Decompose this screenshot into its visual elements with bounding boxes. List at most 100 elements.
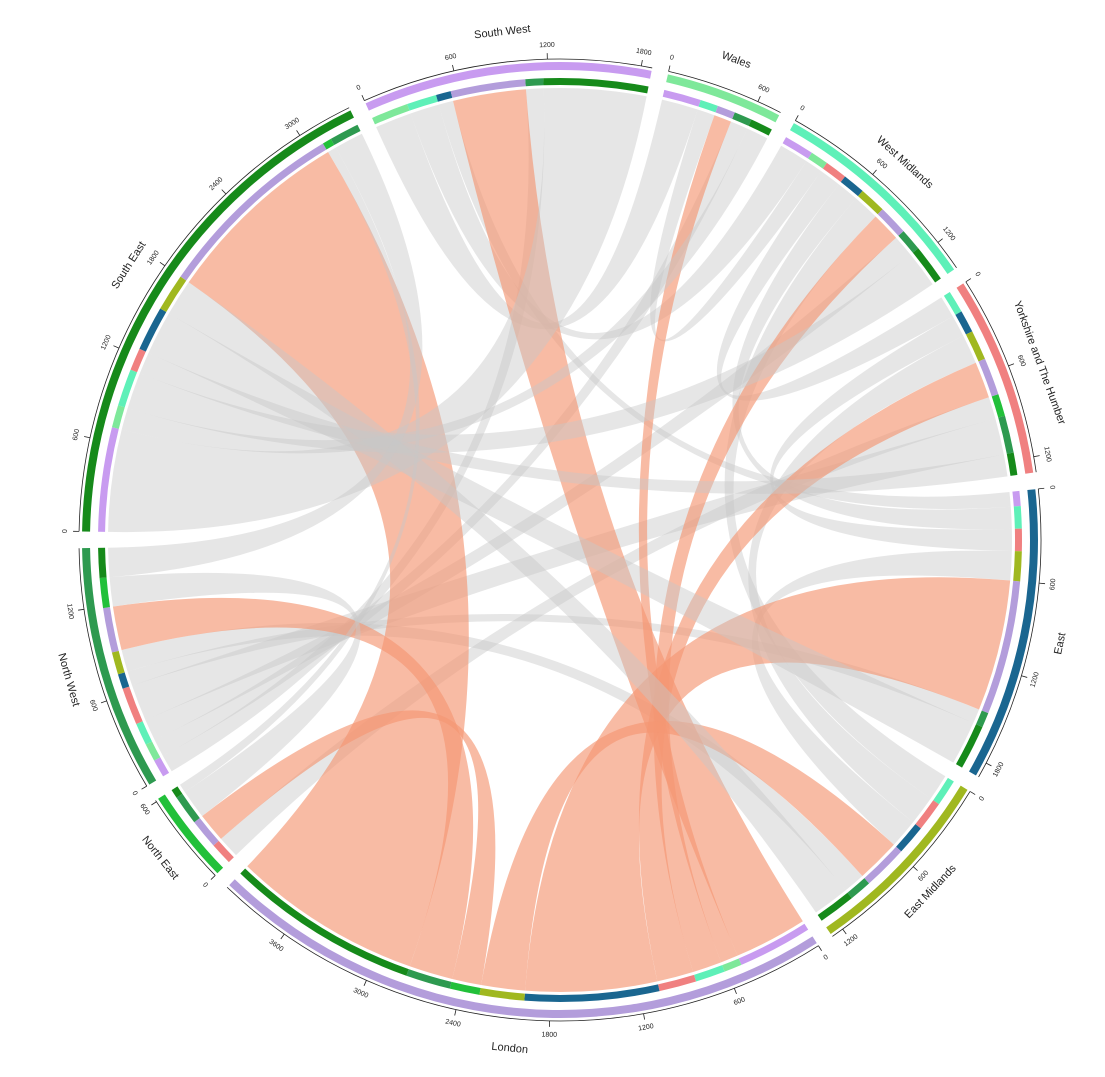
chord-end-segment <box>658 974 697 992</box>
chord <box>168 282 846 913</box>
chord-end-segment <box>1013 551 1022 582</box>
chords <box>108 88 1013 993</box>
tick-label: 600 <box>88 699 99 712</box>
tick-label: 600 <box>733 996 747 1007</box>
chord-end-segment <box>322 138 335 150</box>
chord-end-segment <box>965 331 985 362</box>
chord <box>525 577 1011 993</box>
tick-label: 0 <box>201 882 209 890</box>
chord-end-segment <box>98 427 119 532</box>
tick-label: 600 <box>444 53 457 62</box>
sector-axis <box>832 791 971 937</box>
chord-end-segment <box>715 105 735 119</box>
sector-arc <box>789 123 955 275</box>
tick-mark <box>1038 487 1045 490</box>
sector-label: East Midlands <box>902 862 959 921</box>
tick-label: 2400 <box>445 1019 462 1029</box>
tick-mark <box>363 980 367 986</box>
chord-end-segment <box>118 369 138 408</box>
sector-axis <box>78 107 350 532</box>
tick-label: 1200 <box>65 603 74 620</box>
sector-label: North East <box>139 834 181 882</box>
chord-end-segment <box>915 800 939 829</box>
tick-mark <box>965 278 972 283</box>
chord <box>748 335 976 823</box>
chord-end-segment <box>748 119 772 136</box>
chord-end-segment <box>99 577 110 609</box>
chord <box>127 254 933 454</box>
chord-end-segment <box>139 308 167 352</box>
chord-end-segment <box>176 793 200 823</box>
sector-axis <box>364 58 653 101</box>
chord-end-segment <box>943 292 962 315</box>
chord-end-segment <box>372 104 410 125</box>
chord-end-segment <box>978 358 999 397</box>
chord <box>376 99 698 330</box>
chord-end-segment <box>877 209 904 236</box>
tick-mark <box>84 436 91 439</box>
chord-end-segment <box>808 152 827 169</box>
chord <box>121 622 863 891</box>
tick-label: 600 <box>1016 354 1027 368</box>
tick-mark <box>1021 675 1028 678</box>
tick-label: 1800 <box>992 761 1005 778</box>
chord-end-segment <box>1013 505 1022 529</box>
chord <box>653 216 897 972</box>
chord <box>109 572 361 817</box>
chord-end-segment <box>449 981 481 995</box>
chord-end-segment <box>98 547 107 579</box>
chord-end-segment <box>693 965 725 982</box>
chord-end-segment <box>130 348 146 373</box>
tick-mark <box>912 866 918 871</box>
chord-end-segment <box>117 672 130 689</box>
chord <box>148 313 974 763</box>
chord-end-segment <box>407 94 438 111</box>
chord <box>188 152 469 967</box>
chord-end-segment <box>240 868 409 976</box>
sector-axis <box>795 120 957 269</box>
tick-mark <box>757 95 761 102</box>
sector-axis <box>965 281 1037 473</box>
chord-end-segment <box>122 686 143 724</box>
chord <box>638 362 989 982</box>
chord-end-segment <box>154 757 170 777</box>
sector-arc <box>969 489 1038 776</box>
chord-end-segment <box>436 91 453 102</box>
chord-end-segment <box>213 840 234 863</box>
sector-axis <box>978 488 1042 778</box>
chord-end-segment <box>896 824 921 852</box>
chord <box>453 89 803 956</box>
chord-end-segment <box>898 231 919 253</box>
tick-mark <box>454 1009 457 1016</box>
sector-arc <box>956 283 1034 474</box>
tick-mark <box>221 189 227 195</box>
tick-label: 0 <box>978 795 986 802</box>
chord-end-segment <box>330 124 361 145</box>
tick-label: 3000 <box>352 987 369 1000</box>
sector-label: North West <box>55 652 82 708</box>
tick-label: 1200 <box>843 933 860 948</box>
chord-end-segment <box>981 580 1021 714</box>
chord <box>112 597 474 979</box>
tick-label: 1800 <box>541 1032 557 1039</box>
chord <box>716 171 953 401</box>
chord <box>650 109 822 342</box>
chord-end-segment <box>782 137 812 159</box>
sector-arc <box>365 62 652 111</box>
sector-arc <box>82 110 354 532</box>
sector-arc <box>82 548 157 785</box>
tick-label: 1200 <box>941 226 956 243</box>
tick-mark <box>1008 363 1015 367</box>
chord <box>770 316 1013 552</box>
tick-label: 3000 <box>284 117 301 131</box>
tick-mark <box>159 262 166 267</box>
tick-mark <box>151 801 157 806</box>
chord-end-segment <box>933 777 954 805</box>
tick-mark <box>361 94 365 101</box>
chord <box>202 710 496 986</box>
chord-end-segment <box>858 190 883 215</box>
tick-label: 0 <box>356 84 363 92</box>
tick-mark <box>296 130 301 136</box>
